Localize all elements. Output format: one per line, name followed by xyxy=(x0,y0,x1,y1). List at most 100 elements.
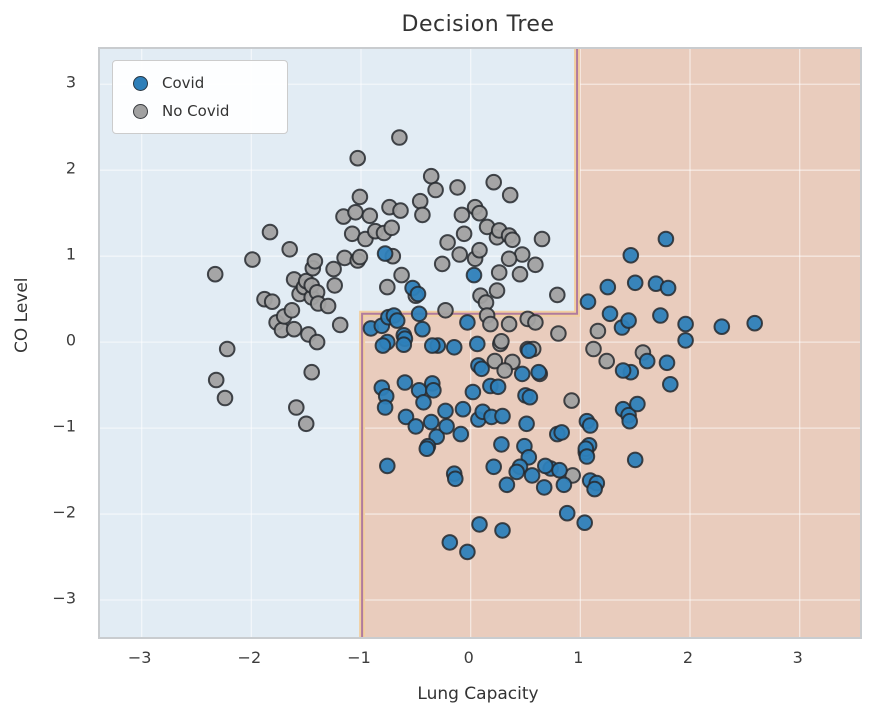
data-point-no-covid xyxy=(244,251,261,268)
data-point-covid xyxy=(469,335,486,353)
data-point-covid xyxy=(422,413,440,431)
data-point-no-covid xyxy=(504,231,521,249)
data-point-covid xyxy=(513,365,531,383)
data-point-no-covid xyxy=(336,249,353,267)
data-point-no-covid xyxy=(261,223,279,241)
data-point-no-covid xyxy=(383,219,401,237)
data-point-covid xyxy=(601,305,619,323)
data-point-no-covid xyxy=(351,248,369,266)
data-point-covid xyxy=(551,461,568,479)
data-point-no-covid xyxy=(303,363,320,381)
data-point-no-covid xyxy=(485,173,503,191)
data-point-no-covid xyxy=(527,314,544,331)
data-point-covid xyxy=(586,480,603,498)
y-tick-label: 2 xyxy=(65,158,76,178)
data-point-covid xyxy=(465,266,483,284)
data-point-no-covid xyxy=(550,325,567,342)
data-point-covid xyxy=(521,388,539,406)
data-point-no-covid xyxy=(411,192,429,210)
data-point-covid xyxy=(471,516,488,533)
data-point-covid xyxy=(438,418,455,435)
x-axis-ticks: −3 −2 −1 0 1 2 3 xyxy=(98,648,858,670)
data-point-no-covid xyxy=(449,179,466,196)
data-point-no-covid xyxy=(283,301,301,319)
data-point-covid xyxy=(578,448,596,465)
data-point-covid xyxy=(746,314,764,332)
data-point-no-covid xyxy=(351,188,369,206)
data-point-covid xyxy=(626,451,644,469)
data-point-no-covid xyxy=(285,320,303,338)
data-point-no-covid xyxy=(493,333,510,350)
data-point-covid xyxy=(614,362,632,379)
data-point-no-covid xyxy=(549,286,566,304)
data-point-no-covid xyxy=(308,333,326,351)
data-point-no-covid xyxy=(319,297,337,315)
data-point-no-covid xyxy=(500,315,518,333)
data-point-no-covid xyxy=(500,250,518,268)
x-tick-label: 1 xyxy=(573,648,584,667)
data-point-covid xyxy=(489,378,507,396)
data-point-no-covid xyxy=(326,277,343,294)
data-point-no-covid xyxy=(589,322,607,340)
data-point-covid xyxy=(374,337,392,354)
data-point-no-covid xyxy=(263,293,281,310)
data-point-no-covid xyxy=(585,340,602,358)
data-point-covid xyxy=(485,458,503,476)
legend-item-covid: Covid xyxy=(125,69,277,97)
data-point-covid xyxy=(530,363,548,381)
data-point-no-covid xyxy=(486,352,504,370)
y-tick-label: −3 xyxy=(52,588,76,608)
data-point-covid xyxy=(409,285,427,303)
legend-label-no-covid: No Covid xyxy=(162,102,230,120)
data-point-no-covid xyxy=(471,204,488,222)
data-point-no-covid xyxy=(393,266,410,284)
data-point-covid xyxy=(629,395,646,413)
y-tick-label: 3 xyxy=(65,72,76,92)
x-tick-label: 2 xyxy=(682,648,694,667)
data-point-covid xyxy=(657,230,675,248)
data-point-no-covid xyxy=(391,129,408,146)
data-point-no-covid xyxy=(490,264,508,281)
data-point-covid xyxy=(659,279,677,297)
y-tick-label: −2 xyxy=(52,502,76,522)
data-point-covid xyxy=(452,425,470,443)
data-point-no-covid xyxy=(297,415,315,433)
legend-label-covid: Covid xyxy=(162,74,205,92)
data-point-no-covid xyxy=(349,149,367,167)
data-point-covid xyxy=(418,440,436,458)
data-point-no-covid xyxy=(206,265,224,283)
data-point-covid xyxy=(518,415,535,433)
data-point-covid xyxy=(599,278,617,296)
data-point-no-covid xyxy=(533,230,551,248)
data-point-covid xyxy=(622,247,640,264)
data-point-no-covid xyxy=(482,315,499,333)
data-point-covid xyxy=(677,332,694,349)
data-point-covid xyxy=(579,293,597,310)
data-point-no-covid xyxy=(414,206,431,224)
data-point-covid xyxy=(441,534,459,551)
data-point-no-covid xyxy=(427,181,444,199)
data-point-no-covid xyxy=(527,256,544,274)
plot-area: Covid No Covid xyxy=(98,47,862,639)
data-point-covid xyxy=(397,408,415,426)
data-point-covid xyxy=(376,399,394,416)
data-point-covid xyxy=(407,418,425,435)
no-covid-marker-icon xyxy=(133,103,148,119)
data-point-covid xyxy=(415,394,432,411)
legend: Covid No Covid xyxy=(112,60,288,134)
data-point-no-covid xyxy=(392,202,409,219)
data-point-covid xyxy=(677,315,694,333)
data-point-covid xyxy=(388,312,406,329)
data-point-covid xyxy=(638,352,656,370)
data-point-no-covid xyxy=(511,265,529,283)
data-point-covid xyxy=(459,314,476,331)
data-point-no-covid xyxy=(439,234,456,251)
y-tick-label: 0 xyxy=(65,330,76,350)
data-point-no-covid xyxy=(496,362,514,379)
data-point-no-covid xyxy=(347,204,364,221)
data-point-no-covid xyxy=(598,352,616,370)
data-point-covid xyxy=(459,543,476,561)
data-point-covid xyxy=(493,436,510,453)
region-covid-right xyxy=(577,49,860,637)
